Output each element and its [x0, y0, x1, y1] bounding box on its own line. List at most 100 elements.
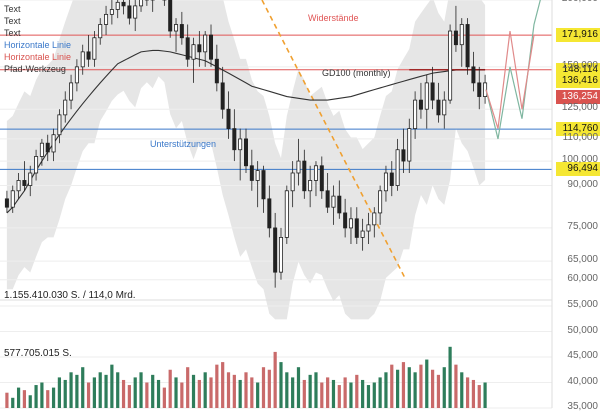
candle [174, 18, 179, 52]
candle [296, 138, 301, 186]
volume-bar [186, 367, 190, 408]
volume-bar [22, 390, 27, 408]
axis-tick-label: 150,000 [561, 59, 598, 71]
axis-tick-label: 90,000 [567, 178, 598, 190]
candle-body [115, 1, 120, 10]
candle [57, 109, 62, 144]
candle [284, 185, 289, 244]
candle-body [267, 198, 272, 229]
axis-tick-label: 50,000 [567, 324, 598, 336]
volume-bar [197, 379, 201, 408]
projection-line-grey [485, 0, 541, 140]
candle-body [98, 24, 103, 39]
candle [319, 156, 324, 199]
candle-body [337, 195, 342, 214]
volume-bar [57, 377, 62, 408]
candle [313, 161, 318, 197]
candle [471, 51, 476, 92]
price-tag: 96,494 [556, 162, 600, 177]
candle [302, 149, 307, 199]
candle [249, 149, 254, 191]
volume-bar [16, 387, 21, 408]
volume-bar [401, 362, 406, 408]
candle-body [220, 82, 225, 110]
candle-body [168, 0, 173, 32]
axis-tick-label: 75,000 [567, 220, 598, 232]
candle [483, 74, 488, 104]
candle [273, 212, 278, 288]
candle-body [360, 230, 365, 238]
candle [197, 31, 202, 67]
candle-body [22, 180, 27, 186]
candle [127, 0, 132, 25]
candle [144, 0, 149, 6]
candle-body [348, 218, 353, 229]
candle [465, 18, 470, 75]
candle [308, 165, 313, 208]
volume-bar [151, 374, 155, 408]
candle-body [372, 212, 377, 226]
candle [63, 91, 68, 123]
volume-bar [302, 379, 306, 408]
candle-body [395, 149, 400, 186]
candle-body [261, 170, 266, 200]
candle-body [424, 82, 429, 110]
candle-body [407, 128, 412, 162]
candles [4, 0, 488, 288]
axis-tick-label: 100,000 [561, 154, 598, 166]
candle-body [284, 190, 289, 238]
volume-bar [145, 382, 149, 408]
candle [407, 118, 412, 173]
candle [10, 185, 15, 213]
axis-tick-label: 200,000 [562, 0, 598, 4]
candle-body [255, 170, 260, 181]
candle [232, 109, 237, 162]
legend-item: Text [4, 4, 21, 14]
candle [459, 18, 464, 67]
price-tag: 148,114 [556, 62, 600, 77]
volume-bar [337, 385, 341, 408]
volume-bar [256, 382, 260, 408]
volume-bar [273, 351, 277, 408]
candle-body [10, 190, 15, 208]
candle [395, 138, 400, 191]
candle [238, 128, 243, 181]
candle-body [383, 172, 388, 192]
volume-bar [40, 382, 44, 408]
candle-body [45, 142, 50, 153]
candle [162, 0, 167, 6]
candle [267, 185, 272, 238]
volume-bar [320, 382, 324, 408]
candle [150, 0, 155, 12]
candle-body [28, 172, 33, 186]
volume-bar [203, 372, 207, 408]
candle [337, 180, 342, 219]
candle-body [442, 99, 447, 116]
candle-body [209, 34, 214, 60]
candle [22, 161, 27, 191]
candle-body [401, 149, 406, 162]
candle [121, 0, 126, 15]
candle [34, 149, 39, 181]
volume-bar [121, 379, 126, 408]
volume-bar [483, 382, 487, 408]
candle-body [57, 114, 62, 136]
volume-bar [390, 364, 394, 408]
candle [424, 74, 429, 129]
candle-body [203, 34, 208, 53]
candle-body [366, 224, 371, 232]
candle-body [197, 44, 202, 53]
volume-bar [69, 372, 73, 408]
candle-body [378, 190, 383, 214]
volume-bar [465, 377, 470, 408]
candle [418, 82, 423, 119]
resistance-label: Widerstände [308, 13, 359, 24]
volume-bar [51, 387, 56, 408]
volume-bar [11, 397, 15, 408]
candle [442, 91, 447, 129]
legend-item: Horizontale Linie [4, 40, 72, 50]
volume-bar [349, 382, 353, 408]
volume-bar [180, 382, 184, 408]
volume-bar [407, 367, 411, 408]
